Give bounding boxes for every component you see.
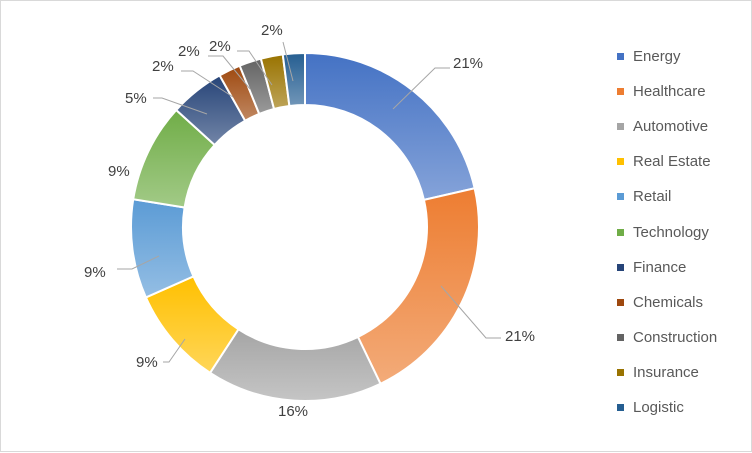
legend-item-healthcare: Healthcare [617,74,751,109]
data-label-energy: 21% [453,55,483,72]
legend-label: Technology [633,223,709,241]
data-label-chemicals: 2% [152,58,174,75]
legend-swatch [617,123,624,131]
leader-line-healthcare [440,285,501,339]
data-label-insurance: 2% [209,38,231,55]
leader-line-insurance [237,50,273,86]
legend-label: Energy [633,48,681,66]
legend-swatch [617,298,624,306]
legend-item-insurance: Insurance [617,355,751,390]
legend-item-chemicals: Chemicals [617,285,751,320]
data-label-technology: 9% [108,163,130,180]
legend-item-finance: Finance [617,250,751,285]
legend-label: Healthcare [633,83,706,101]
legend-item-construction: Construction [617,320,751,355]
slice-logistic [281,51,306,108]
legend-item-real-estate: Real Estate [617,144,751,179]
legend-item-technology: Technology [617,214,751,249]
legend-swatch [617,333,624,341]
leader-line-logistic [282,41,294,82]
leader-line-energy [392,67,450,110]
legend-item-energy: Energy [617,39,751,74]
legend-label: Construction [633,328,718,346]
legend-label: Automotive [633,118,709,136]
leader-line-finance [153,97,208,115]
leader-line-retail [117,255,160,270]
data-label-healthcare: 21% [505,328,535,345]
legend-label: Logistic [633,398,684,416]
legend: Energy Healthcare Automotive Real Estate Ret… [617,39,751,425]
data-label-retail: 9% [84,264,106,281]
legend-swatch [617,228,624,236]
legend-item-retail: Retail [617,179,751,214]
legend-item-automotive: Automotive [617,109,751,144]
data-label-logistic: 2% [261,22,283,39]
slice-healthcare [356,187,480,386]
data-label-automotive: 16% [278,403,308,420]
legend-label: Finance [633,258,687,276]
legend-swatch [617,88,624,96]
slice-automotive [208,327,382,402]
legend-swatch [617,193,624,201]
data-label-construction: 2% [178,43,200,60]
legend-item-logistic: Logistic [617,390,751,425]
legend-label: Chemicals [633,293,704,311]
legend-swatch [617,403,624,411]
legend-label: Retail [633,188,672,206]
legend-label: Real Estate [633,153,711,171]
data-label-finance: 5% [125,90,147,107]
data-labels: 21%21%16%9%9%9%5%2%2% 2%2% [84,22,535,420]
legend-swatch [617,263,624,271]
leader-line-real-estate [163,338,186,363]
legend-swatch [617,368,624,376]
doughnut-slices [130,51,480,402]
legend-swatch [617,53,624,61]
leader-line-construction [208,55,251,90]
leader-line-chemicals [181,70,234,98]
leader-lines [117,41,501,363]
legend-swatch [617,158,624,166]
legend-label: Insurance [633,363,699,381]
data-label-real-estate: 9% [136,354,158,371]
slice-energy [304,51,476,202]
